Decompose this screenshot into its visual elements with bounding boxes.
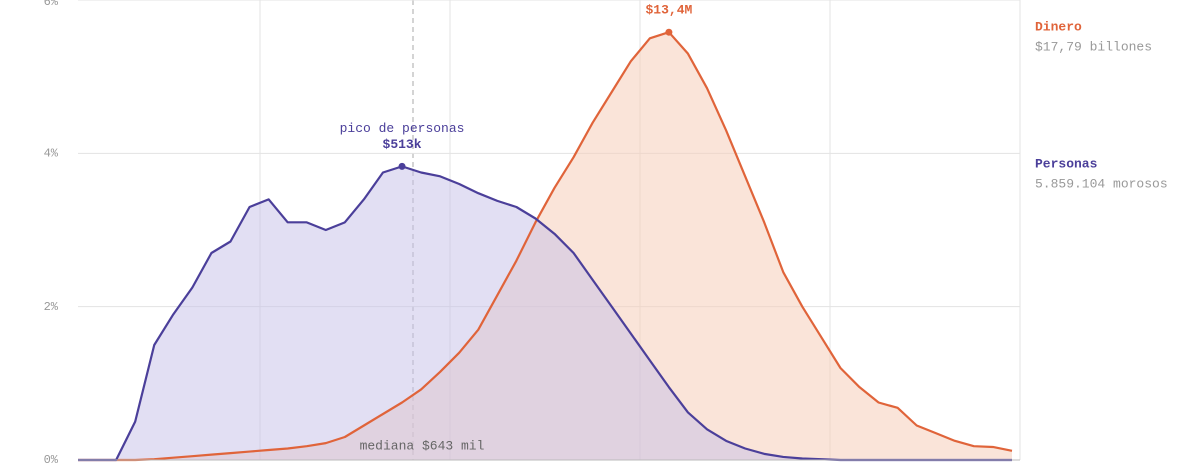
legend-total: $17,79 billones (1035, 39, 1152, 54)
peak-label: pico de personas (340, 121, 465, 136)
peak-marker (398, 162, 406, 170)
legend-total: 5.859.104 morosos (1035, 176, 1168, 191)
y-tick-label: 2% (44, 300, 59, 314)
line (78, 31, 1013, 462)
median-label: mediana $643 mil (360, 438, 485, 453)
peak-marker (665, 28, 673, 36)
peak-amount: $13,4M (645, 3, 692, 18)
y-tick-label: 0% (44, 453, 59, 464)
legend-name: Personas (1035, 156, 1098, 171)
area (78, 166, 1012, 460)
legend-name: Dinero (1035, 19, 1082, 34)
peak-amount: $513k (383, 137, 422, 152)
y-tick-label: 6% (44, 0, 59, 9)
y-tick-label: 4% (44, 147, 59, 161)
peak-label: pico de dinero (614, 0, 723, 2)
